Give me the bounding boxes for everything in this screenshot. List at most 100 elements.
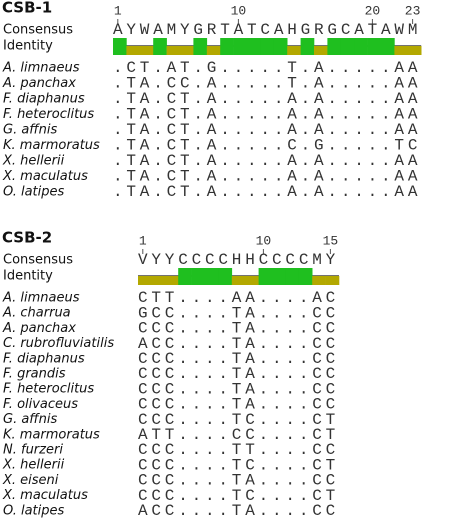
- species-name: F. diaphanus: [3, 351, 85, 366]
- aligned-sequence: .TA.CT.A.....A.A.....AA: [113, 106, 421, 124]
- ruler-number: 15: [323, 233, 339, 248]
- identity-low: [151, 276, 166, 285]
- identity-high: [233, 38, 248, 55]
- species-name: F. heteroclitus: [3, 382, 94, 397]
- species-name: A. limnaeus: [2, 291, 80, 306]
- ruler-number: 10: [256, 233, 272, 248]
- identity-high: [260, 38, 275, 55]
- aligned-sequence: ACC....TA....CC: [138, 502, 339, 520]
- identity-low: [325, 276, 340, 285]
- aligned-sequence: CCC....TA....CC: [138, 350, 339, 368]
- consensus-label: Consensus: [3, 253, 73, 268]
- aligned-sequence: .TA.CT.A.....A.A.....AA: [113, 152, 421, 170]
- aligned-sequence: ATT....CC....CT: [138, 426, 339, 444]
- identity-high: [367, 38, 382, 55]
- species-name: X. hellerii: [2, 458, 65, 473]
- species-name: F. grandis: [3, 367, 66, 382]
- identity-low: [206, 46, 221, 55]
- aligned-sequence: .TA.CT.A.....A.A.....AA: [113, 121, 421, 139]
- species-name: X. maculatus: [2, 488, 88, 503]
- consensus-label: Consensus: [3, 23, 73, 38]
- identity-label: Identity: [3, 269, 53, 284]
- identity-low: [231, 276, 246, 285]
- aligned-sequence: CCC....TA....CC: [138, 365, 339, 383]
- identity-high: [218, 268, 233, 285]
- identity-high: [258, 268, 273, 285]
- aligned-sequence: CTT....AA....AC: [138, 289, 339, 307]
- aligned-sequence: .TA.CT.A.....A.A.....AA: [113, 183, 421, 201]
- species-name: A. panchax: [2, 76, 76, 91]
- identity-low: [245, 276, 259, 285]
- identity-high: [340, 38, 355, 55]
- aligned-sequence: .TA.CT.A.....A.A.....AA: [113, 168, 421, 186]
- identity-high: [354, 38, 368, 55]
- species-name: K. marmoratus: [3, 427, 100, 442]
- species-name: X. hellerii: [2, 154, 65, 169]
- ruler-number: 20: [365, 3, 381, 18]
- species-name: A. limnaeus: [2, 61, 80, 76]
- identity-high: [285, 268, 300, 285]
- species-name: F. heteroclitus: [3, 107, 94, 122]
- species-name: K. marmoratus: [3, 138, 100, 153]
- aligned-sequence: .TA.CT.A.....C.G.....TC: [113, 137, 421, 155]
- species-name: F. diaphanus: [3, 92, 85, 107]
- identity-high: [220, 38, 234, 55]
- ruler-number: 1: [139, 233, 147, 248]
- identity-high: [247, 38, 261, 55]
- aligned-sequence: ACC....TA....CC: [138, 335, 339, 353]
- species-name: O. latipes: [3, 503, 65, 518]
- aligned-sequence: .TA.CC.A.....T.A.....AA: [113, 75, 421, 93]
- identity-high: [153, 38, 167, 55]
- identity-high: [298, 268, 313, 285]
- species-name: F. olivaceus: [3, 397, 78, 412]
- identity-high: [272, 268, 286, 285]
- aligned-sequence: GCC....TA....CC: [138, 304, 339, 322]
- species-name: C. rubrofluviatilis: [3, 336, 114, 351]
- species-name: A. charrua: [2, 306, 71, 321]
- block-title: CSB-1: [2, 0, 52, 17]
- identity-high: [381, 38, 395, 55]
- aligned-sequence: .CT.AT.G.....T.A.....AA: [113, 59, 421, 77]
- identity-low: [394, 46, 409, 55]
- aligned-sequence: CCC....TC....CT: [138, 411, 339, 429]
- aligned-sequence: CCC....TC....CT: [138, 487, 339, 505]
- species-name: G. affnis: [3, 412, 58, 427]
- identity-low: [287, 46, 301, 55]
- ruler-number: 23: [405, 3, 421, 18]
- aligned-sequence: CCC....TA....CC: [138, 396, 339, 414]
- identity-high: [191, 268, 206, 285]
- aligned-sequence: .TA.CT.A.....A.A.....AA: [113, 90, 421, 108]
- aligned-sequence: CCC....TA....CC: [138, 380, 339, 398]
- species-name: X. eiseni: [2, 473, 59, 488]
- identity-high: [273, 38, 288, 55]
- species-name: A. panchax: [2, 321, 76, 336]
- identity-low: [407, 46, 422, 55]
- identity-low: [312, 276, 326, 285]
- identity-low: [314, 46, 328, 55]
- identity-low: [138, 276, 152, 285]
- species-name: X. maculatus: [2, 169, 88, 184]
- identity-low: [164, 276, 179, 285]
- aligned-sequence: CCC....TC....CT: [138, 456, 339, 474]
- species-name: G. affnis: [3, 123, 58, 138]
- species-name: N. furzeri: [3, 443, 63, 458]
- ruler-number: 1: [114, 3, 122, 18]
- identity-low: [166, 46, 181, 55]
- ruler-number: 10: [231, 3, 247, 18]
- identity-label: Identity: [3, 39, 53, 54]
- block-title: CSB-2: [2, 229, 52, 247]
- identity-high: [327, 38, 342, 55]
- identity-low: [180, 46, 194, 55]
- aligned-sequence: CCC....TA....CC: [138, 472, 339, 490]
- consensus-sequence: VYYCCCCHHCCCCMY: [138, 251, 339, 269]
- identity-high: [178, 268, 192, 285]
- identity-high: [193, 38, 208, 55]
- consensus-sequence: AYWAMYGRTATCAHGRGCATAWM: [113, 21, 421, 39]
- identity-low: [126, 46, 141, 55]
- identity-high: [300, 38, 315, 55]
- aligned-sequence: CCC....TA....CC: [138, 320, 339, 338]
- identity-high: [113, 38, 127, 55]
- identity-low: [139, 46, 154, 55]
- identity-high: [205, 268, 219, 285]
